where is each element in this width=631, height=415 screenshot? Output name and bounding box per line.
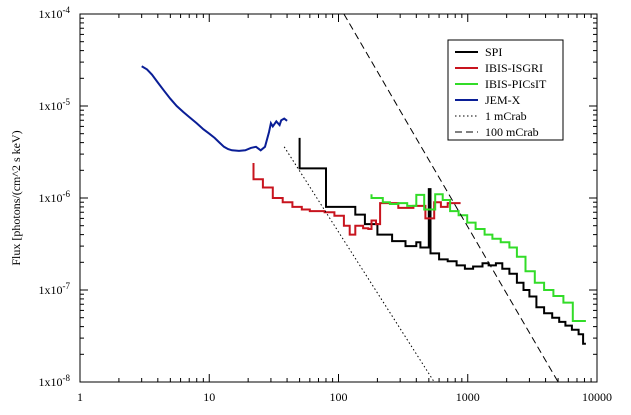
series-layer [141, 13, 586, 383]
y-tick-label: 1x10-6 [39, 189, 71, 205]
x-tick-label: 1000 [456, 390, 480, 404]
series-ibis-picsit-line [370, 193, 586, 322]
axis-ticks [79, 13, 598, 383]
legend-label-ibis-picsit: IBIS-PICsIT [485, 77, 547, 91]
y-axis-label: Flux [photons/(cm^2 s keV) [9, 130, 23, 265]
x-tick-labels: 1 10 100 1000 10000 [77, 390, 612, 404]
x-tick-label: 10 [203, 390, 215, 404]
series-jem-x-line [141, 65, 288, 152]
legend: SPI IBIS-ISGRI IBIS-PICsIT JEM-X 1 mCrab 100 … [447, 39, 564, 141]
legend-label-jem-x: JEM-X [485, 93, 521, 107]
series-spi-line [298, 137, 586, 345]
y-tick-labels: 1x10-8 1x10-7 1x10-6 1x10-5 1x10-4 [39, 5, 71, 389]
x-tick-label: 10000 [582, 390, 612, 404]
y-tick-label: 1x10-5 [39, 97, 71, 113]
legend-label-100-mcrab: 100 mCrab [485, 125, 539, 139]
legend-label-ibis-isgri: IBIS-ISGRI [485, 61, 543, 75]
series-100-mcrab-line [343, 13, 559, 383]
x-tick-label: 100 [330, 390, 348, 404]
legend-label-1-mcrab: 1 mCrab [485, 109, 527, 123]
x-tick-label: 1 [77, 390, 83, 404]
y-tick-label: 1x10-4 [39, 5, 71, 21]
y-tick-label: 1x10-8 [39, 373, 71, 389]
series-1-mcrab-line [283, 146, 435, 383]
legend-box [447, 39, 564, 141]
legend-label-spi: SPI [485, 45, 502, 59]
y-tick-label: 1x10-7 [39, 281, 71, 297]
